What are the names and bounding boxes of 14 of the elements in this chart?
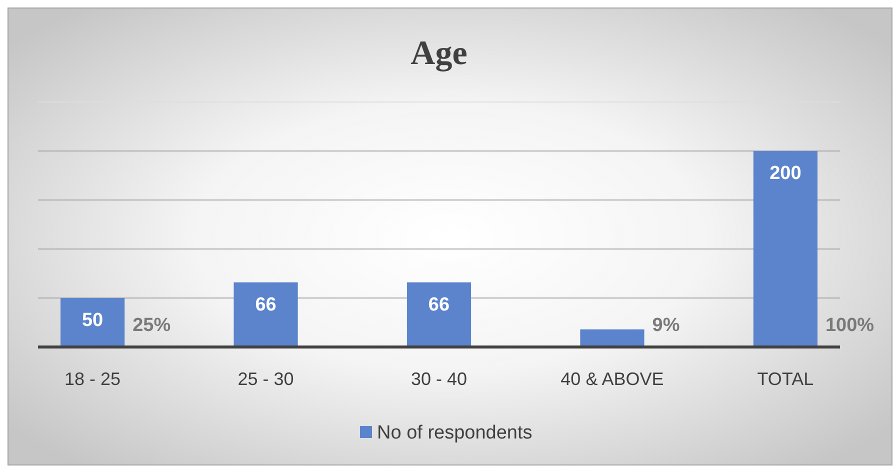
legend-label: No of respondents — [377, 422, 532, 444]
x-tick-label: TOTAL — [757, 369, 814, 389]
data-label: 66 — [428, 294, 450, 316]
data-label: 200 — [770, 163, 802, 184]
x-tick-label: 18 - 25 — [64, 369, 121, 389]
annotation: 100% — [825, 315, 874, 336]
data-label: 66 — [255, 294, 276, 316]
x-tick-label: 40 & ABOVE — [560, 369, 664, 389]
chart-title: Age — [410, 35, 468, 72]
annotation: 25% — [132, 315, 171, 336]
x-tick-label: 30 - 40 — [410, 369, 468, 389]
annotation: 9% — [652, 315, 680, 336]
data-label: 50 — [82, 310, 104, 331]
x-tick-label: 25 - 30 — [238, 369, 294, 389]
